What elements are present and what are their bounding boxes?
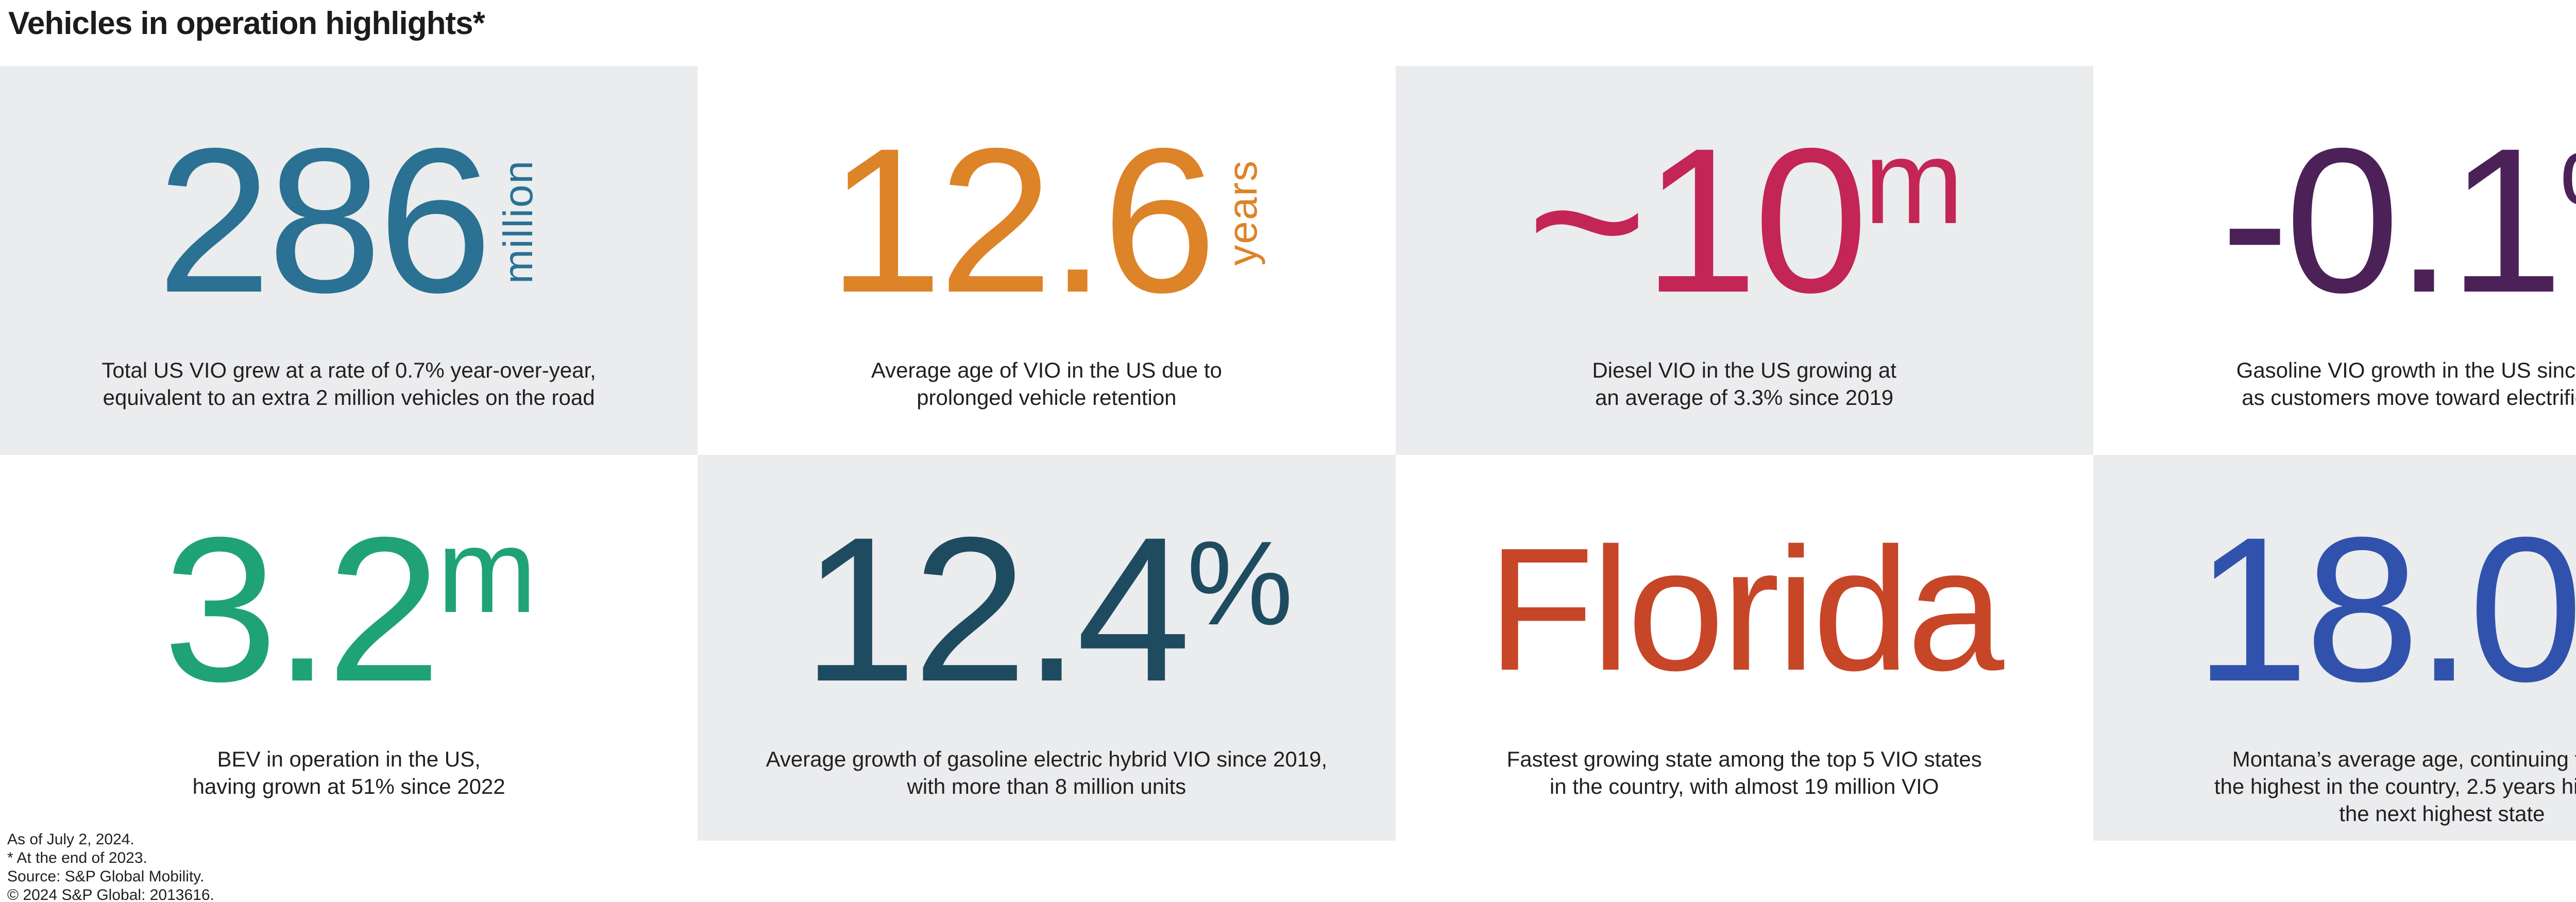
stat-caption: Total US VIO grew at a rate of 0.7% year… bbox=[15, 356, 682, 411]
stat-group: 12.4% bbox=[802, 506, 1293, 712]
stat-tile-grid: 286 million Total US VIO grew at a rate … bbox=[0, 66, 2576, 841]
stat-caption: Fastest growing state among the top 5 VI… bbox=[1411, 745, 2078, 800]
stat-group: ~10m bbox=[1527, 115, 1964, 324]
caption-line: Total US VIO grew at a rate of 0.7% year… bbox=[101, 358, 596, 382]
caption-line: Diesel VIO in the US growing at bbox=[1592, 358, 1896, 382]
stat-number: 286 bbox=[157, 105, 492, 335]
tile-diesel-vio: ~10m Diesel VIO in the US growing at an … bbox=[1395, 66, 2093, 455]
stat-area: -0.1% bbox=[2093, 66, 2576, 364]
page-title: Vehicles in operation highlights* bbox=[8, 6, 485, 41]
stat-area: 286 million bbox=[0, 66, 698, 364]
stat-number: ~10m bbox=[1527, 115, 1964, 324]
stat-caption: BEV in operation in the US, having grown… bbox=[15, 745, 682, 800]
tile-bev-in-operation: 3.2m BEV in operation in the US, having … bbox=[0, 455, 698, 841]
tile-average-age-vio: 12.6 years Average age of VIO in the US … bbox=[698, 66, 1396, 455]
caption-line: BEV in operation in the US, bbox=[217, 747, 481, 771]
stat-area: ~10m bbox=[1396, 66, 2093, 364]
footnote-line: © 2024 S&P Global: 2013616. bbox=[7, 887, 214, 902]
stat-caption: Average growth of gasoline electric hybr… bbox=[713, 745, 1380, 800]
caption-line: having grown at 51% since 2022 bbox=[192, 774, 505, 798]
stat-group: 286 million bbox=[157, 117, 540, 324]
caption-line: as customers move toward electrified VIO bbox=[2242, 385, 2576, 410]
tile-gasoline-vio-growth: -0.1% Gasoline VIO growth in the US sinc… bbox=[2093, 66, 2576, 455]
stat-number-value: -0.1 bbox=[2221, 105, 2563, 335]
caption-line: equivalent to an extra 2 million vehicle… bbox=[103, 385, 595, 410]
caption-line: Montana’s average age, continuing to bei… bbox=[2232, 747, 2576, 771]
footnotes: As of July 2, 2024. * At the end of 2023… bbox=[7, 830, 214, 902]
caption-line: in the country, with almost 19 million V… bbox=[1549, 774, 1939, 798]
stat-superscript: m bbox=[1864, 115, 1963, 249]
stat-number: 12.4% bbox=[802, 506, 1293, 712]
footnote-line: As of July 2, 2024. bbox=[7, 831, 134, 848]
stat-group: 3.2m bbox=[163, 504, 537, 712]
tile-montana-average-age: 18.04 Montana’s average age, continuing … bbox=[2093, 455, 2576, 841]
stat-number: 18.04 bbox=[2194, 494, 2576, 724]
tile-hybrid-vio-growth: 12.4% Average growth of gasoline electri… bbox=[698, 455, 1396, 841]
stat-caption: Average age of VIO in the US due to prol… bbox=[713, 356, 1380, 411]
stat-group: -0.1% bbox=[2221, 117, 2576, 324]
stat-number-value: 12.4 bbox=[802, 494, 1191, 724]
stat-caption: Gasoline VIO growth in the US since 2019… bbox=[2109, 356, 2576, 411]
caption-line: with more than 8 million units bbox=[907, 774, 1187, 798]
stat-group: 18.04 bbox=[2194, 506, 2576, 712]
caption-line: an average of 3.3% since 2019 bbox=[1595, 385, 1894, 410]
stat-area: 12.6 years bbox=[698, 66, 1395, 364]
footnote-line: Source: S&P Global Mobility. bbox=[7, 868, 205, 885]
stat-number-value: 3.2 bbox=[163, 494, 441, 724]
stat-number: 3.2m bbox=[163, 504, 537, 712]
stat-group: 12.6 years bbox=[828, 117, 1265, 324]
stat-group: Florida bbox=[1487, 506, 2004, 712]
stat-area: 3.2m bbox=[0, 455, 698, 753]
tile-fastest-growing-state: Florida Fastest growing state among the … bbox=[1395, 455, 2093, 841]
stat-unit-rotated: million bbox=[495, 160, 541, 284]
stat-unit-rotated: years bbox=[1219, 160, 1265, 266]
stat-area: 12.4% bbox=[698, 455, 1395, 753]
stat-area: 18.04 bbox=[2093, 455, 2576, 753]
caption-line: Fastest growing state among the top 5 VI… bbox=[1506, 747, 1982, 771]
stat-number-value: ~10 bbox=[1527, 105, 1869, 335]
tile-total-us-vio: 286 million Total US VIO grew at a rate … bbox=[0, 66, 698, 455]
stat-superscript: % bbox=[2559, 128, 2576, 261]
footnote-line: * At the end of 2023. bbox=[7, 849, 147, 866]
stat-superscript: m bbox=[437, 504, 537, 638]
stat-number: 12.6 bbox=[828, 105, 1217, 335]
stat-superscript: % bbox=[1187, 517, 1293, 650]
caption-line: Average age of VIO in the US due to bbox=[871, 358, 1222, 382]
caption-line: Average growth of gasoline electric hybr… bbox=[766, 747, 1328, 771]
caption-line: Gasoline VIO growth in the US since 2019… bbox=[2236, 358, 2576, 382]
caption-line: prolonged vehicle retention bbox=[917, 385, 1177, 410]
stat-caption: Diesel VIO in the US growing at an avera… bbox=[1411, 356, 2078, 411]
stat-caption: Montana’s average age, continuing to bei… bbox=[2109, 745, 2576, 827]
stat-number: Florida bbox=[1487, 512, 2004, 707]
stat-number: -0.1% bbox=[2221, 117, 2576, 324]
caption-line: the highest in the country, 2.5 years hi… bbox=[2214, 774, 2576, 798]
caption-line: the next highest state bbox=[2339, 802, 2545, 826]
stat-area: Florida bbox=[1396, 455, 2093, 753]
